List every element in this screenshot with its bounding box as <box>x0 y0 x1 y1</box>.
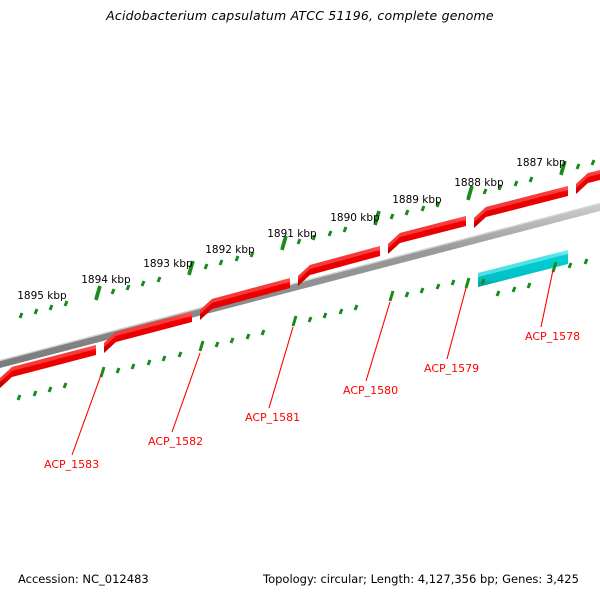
genome-stats-text: Topology: circular; Length: 4,127,356 bp… <box>263 572 579 586</box>
ruler-label: 1888 kbp <box>454 177 504 189</box>
leader-acp-1583 <box>71 374 102 456</box>
gene-arrow-acp-1580[interactable] <box>298 246 380 286</box>
gene-label-acp-1579: ACP_1579 <box>424 362 479 375</box>
gene-arrow-acp-1582[interactable] <box>104 312 192 353</box>
gene-leader-lines <box>71 269 554 456</box>
ruler-label: 1892 kbp <box>205 244 255 256</box>
gene-arrow-acp-1581[interactable] <box>200 278 290 320</box>
gene-track-upper[interactable] <box>0 170 600 388</box>
gene-arrow-acp-1577[interactable] <box>474 186 568 228</box>
ruler-label: 1895 kbp <box>17 290 67 302</box>
leader-acp-1581 <box>268 326 294 409</box>
leader-acp-1579 <box>446 287 467 360</box>
ruler-ticks <box>18 159 596 319</box>
ruler-label: 1893 kbp <box>143 258 193 270</box>
ruler-label: 1889 kbp <box>392 194 442 206</box>
feature-bar-acp-1578[interactable] <box>478 250 568 287</box>
ruler-labels: 1895 kbp 1894 kbp 1893 kbp 1892 kbp 1891… <box>17 157 566 302</box>
gene-labels[interactable]: ACP_1583 ACP_1582 ACP_1581 ACP_1580 ACP_… <box>44 330 580 471</box>
gene-arrow-acp-1579[interactable] <box>388 216 466 254</box>
gene-label-acp-1578: ACP_1578 <box>525 330 580 343</box>
gene-label-acp-1582: ACP_1582 <box>148 435 203 448</box>
ruler-label: 1894 kbp <box>81 274 131 286</box>
page-title: Acidobacterium capsulatum ATCC 51196, co… <box>106 8 494 23</box>
gene-label-acp-1580: ACP_1580 <box>343 384 398 397</box>
gene-label-acp-1581: ACP_1581 <box>245 411 300 424</box>
gene-arrow-acp-1576[interactable] <box>576 170 600 194</box>
ruler-label: 1891 kbp <box>267 228 317 240</box>
ruler-ticks-lower <box>16 258 589 401</box>
ruler-label: 1890 kbp <box>330 212 380 224</box>
feature-track-lower[interactable] <box>478 250 568 287</box>
footer-bar: Accession: NC_012483 Topology: circular;… <box>0 560 600 600</box>
leader-acp-1582 <box>171 352 201 433</box>
gene-arrow-acp-1583[interactable] <box>0 345 96 388</box>
ruler-major-ticks <box>94 160 567 301</box>
leader-acp-1578 <box>540 269 554 328</box>
ruler-label: 1887 kbp <box>516 157 566 169</box>
accession-text: Accession: NC_012483 <box>18 572 149 586</box>
leader-acp-1580 <box>365 301 391 382</box>
gene-label-acp-1583: ACP_1583 <box>44 458 99 471</box>
